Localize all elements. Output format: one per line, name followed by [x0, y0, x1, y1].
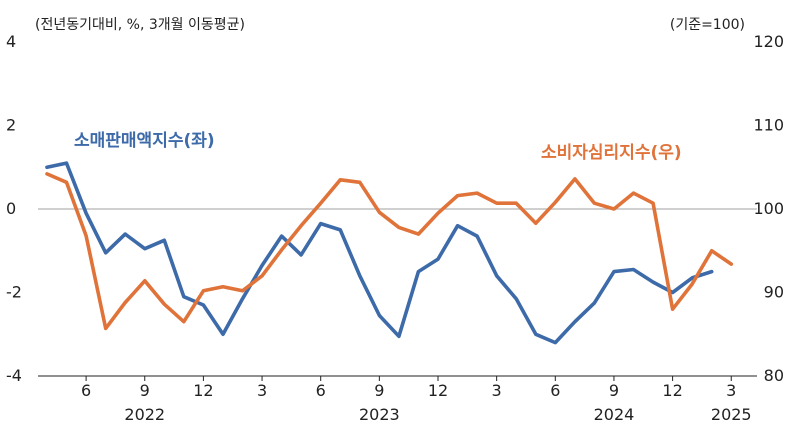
left-axis-tick-label: 0 [6, 199, 16, 218]
x-tick-label: 9 [374, 381, 384, 400]
x-tick-label: 6 [81, 381, 91, 400]
x-tick-label: 3 [726, 381, 736, 400]
right-axis-tick-label: 80 [764, 366, 784, 385]
x-tick-label: 9 [140, 381, 150, 400]
x-tick-label: 3 [492, 381, 502, 400]
right-axis-tick-label: 90 [764, 283, 784, 302]
year-label: 2024 [594, 405, 635, 424]
x-tick-label: 6 [550, 381, 560, 400]
left-axis-note: (전년동기대비, %, 3개월 이동평균) [35, 17, 245, 33]
year-label: 2025 [711, 405, 752, 424]
x-tick-label: 12 [193, 381, 213, 400]
year-label: 2023 [359, 405, 400, 424]
x-tick-label: 3 [257, 381, 267, 400]
consumer-sentiment-series-label: 소비자심리지수(우) [541, 143, 682, 163]
right-axis-tick-label: 100 [753, 199, 784, 218]
x-tick-label: 12 [662, 381, 682, 400]
right-axis-note: (기준=100) [669, 17, 745, 33]
right-axis-tick-label: 120 [753, 32, 784, 51]
x-tick-label: 9 [609, 381, 619, 400]
left-axis-tick-label: -4 [6, 366, 22, 385]
x-tick-label: 12 [428, 381, 448, 400]
retail-sales-line [45, 161, 714, 345]
right-axis-tick-label: 110 [753, 116, 784, 135]
left-axis-tick-label: -2 [6, 283, 22, 302]
x-tick-label: 6 [316, 381, 326, 400]
consumer-sentiment-line [45, 172, 734, 331]
left-axis-tick-label: 2 [6, 116, 16, 135]
year-label: 2022 [124, 405, 165, 424]
left-axis-tick-label: 4 [6, 32, 16, 51]
retail-sales-series-label: 소매판매액지수(좌) [74, 131, 215, 151]
